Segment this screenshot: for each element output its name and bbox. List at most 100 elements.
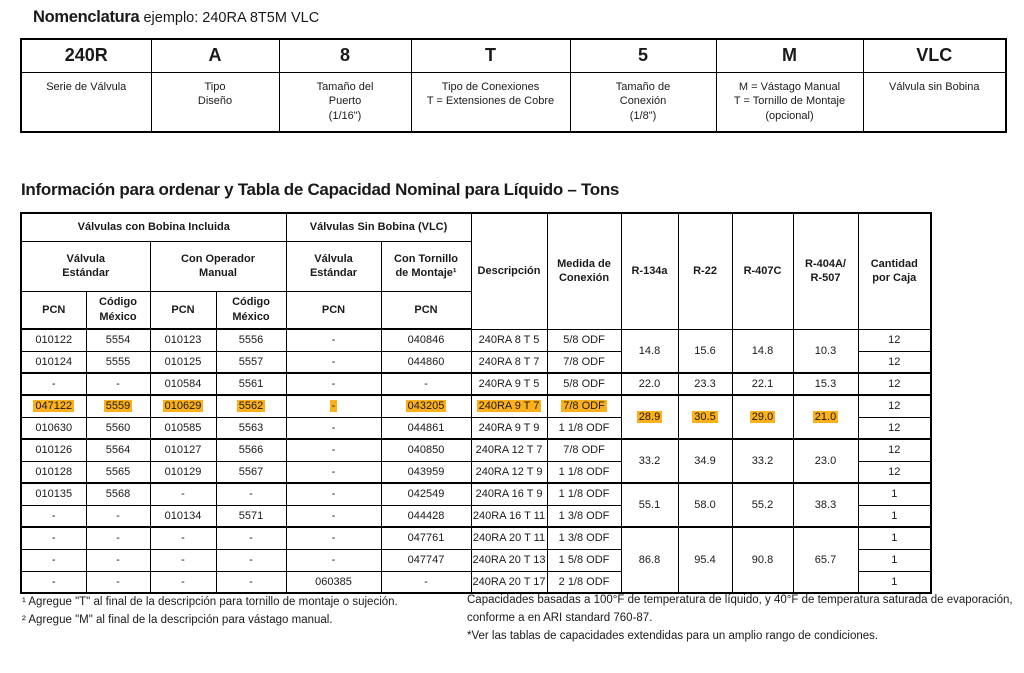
col-medida: 1 5/8 ODF: [546, 548, 622, 572]
highlighted-value: 240RA 9 T 7: [476, 400, 542, 413]
col-pcn-vlc: -: [285, 460, 382, 484]
col-cantidad: 1: [857, 570, 932, 594]
code-vastago: M: [715, 38, 864, 73]
col-codigo-std: -: [85, 526, 151, 550]
highlighted-value: 21.0: [812, 411, 839, 423]
col-r22: 15.6: [677, 328, 733, 374]
col-header-r407c: R-407C: [731, 212, 794, 330]
col-pcn-std: 047122: [20, 394, 87, 418]
desc-tipo: Tipo Diseño: [150, 71, 280, 133]
col-header-pcn-tornillo: PCN: [380, 290, 472, 330]
col-pcn-vlc: -: [285, 482, 382, 506]
col-cantidad: 12: [857, 394, 932, 418]
col-cantidad: 1: [857, 526, 932, 550]
footnote-1: ¹ Agregue "T" al final de la descripción…: [22, 596, 398, 608]
col-descripcion: 240RA 9 T 7: [470, 394, 548, 418]
col-pcn-tornillo: -: [380, 372, 472, 396]
table-row: - - - - - 047761 240RA 20 T 11 1 3/8 ODF…: [20, 526, 932, 594]
col-pcn-man: 010629: [149, 394, 217, 418]
highlighted-value: 5559: [103, 400, 133, 413]
col-pcn-vlc: -: [285, 438, 382, 462]
col-r404a: 38.3: [792, 482, 859, 528]
col-pcn-man: -: [149, 570, 217, 594]
col-pcn-man: 010585: [149, 416, 217, 440]
col-descripcion: 240RA 12 T 9: [470, 460, 548, 484]
table-row: 010630 5560 010585 5563 - 044861 240RA 9…: [20, 416, 932, 440]
col-header-medida: Medida de Conexión: [546, 212, 622, 330]
col-pcn-man: 010129: [149, 460, 217, 484]
col-codigo-std: -: [85, 372, 151, 396]
col-header-r22: R-22: [677, 212, 733, 330]
desc-conexiones: Tipo de Conexiones T = Extensiones de Co…: [410, 71, 571, 133]
table-row: 010124 5555 010125 5557 - 044860 240RA 8…: [20, 350, 932, 374]
col-codigo-std: 5554: [85, 328, 151, 352]
col-medida: 1 1/8 ODF: [546, 482, 622, 506]
code-puerto: 8: [278, 38, 412, 73]
col-cantidad: 12: [857, 350, 932, 374]
highlighted-value: 043205: [405, 400, 447, 413]
col-descripcion: 240RA 9 T 5: [470, 372, 548, 396]
subhead-con-operador: Con Operador Manual: [149, 240, 287, 292]
col-codigo-std: 5564: [85, 438, 151, 462]
col-descripcion: 240RA 12 T 7: [470, 438, 548, 462]
col-pcn-tornillo: 042549: [380, 482, 472, 506]
col-pcn-man: 010134: [149, 504, 217, 528]
col-medida: 7/8 ODF: [546, 350, 622, 374]
col-descripcion: 240RA 20 T 11: [470, 526, 548, 550]
col-r134a: 14.8: [620, 328, 679, 374]
col-codigo-std: 5555: [85, 350, 151, 374]
col-codigo-std: 5560: [85, 416, 151, 440]
col-medida: 1 1/8 ODF: [546, 416, 622, 440]
footnotes-right: Capacidades basadas a 100°F de temperatu…: [467, 592, 1015, 645]
col-r404a: 10.3: [792, 328, 859, 374]
col-r407c: 22.1: [731, 372, 794, 396]
col-pcn-std: 010128: [20, 460, 87, 484]
col-codigo-man: 5571: [215, 504, 287, 528]
group-sin-bobina: Válvulas Sin Bobina (VLC): [285, 212, 472, 242]
col-pcn-tornillo: 040846: [380, 328, 472, 352]
col-codigo-man: 5567: [215, 460, 287, 484]
highlighted-value: 5562: [236, 400, 266, 413]
col-codigo-man: 5561: [215, 372, 287, 396]
col-pcn-tornillo: 043959: [380, 460, 472, 484]
col-descripcion: 240RA 9 T 9: [470, 416, 548, 440]
col-pcn-man: -: [149, 548, 217, 572]
col-pcn-std: -: [20, 526, 87, 550]
col-pcn-vlc: -: [285, 350, 382, 374]
col-pcn-std: 010135: [20, 482, 87, 506]
col-r407c: 29.0: [731, 394, 794, 440]
col-header-r134a: R-134a: [620, 212, 679, 330]
col-header-codigo-man: Código México: [215, 290, 287, 330]
col-r22: 23.3: [677, 372, 733, 396]
ordering-heading: Información para ordenar y Tabla de Capa…: [21, 180, 620, 199]
col-codigo-man: -: [215, 526, 287, 550]
col-descripcion: 240RA 16 T 9: [470, 482, 548, 506]
col-pcn-std: -: [20, 372, 87, 396]
col-cantidad: 12: [857, 460, 932, 484]
col-r22: 30.5: [677, 394, 733, 440]
col-pcn-vlc: -: [285, 504, 382, 528]
col-medida: 5/8 ODF: [546, 372, 622, 396]
col-medida: 1 3/8 ODF: [546, 526, 622, 550]
col-pcn-std: -: [20, 504, 87, 528]
col-pcn-man: 010584: [149, 372, 217, 396]
code-conexion: 5: [569, 38, 717, 73]
col-codigo-man: 5562: [215, 394, 287, 418]
col-codigo-std: 5568: [85, 482, 151, 506]
table-row: 010128 5565 010129 5567 - 043959 240RA 1…: [20, 460, 932, 484]
highlighted-value: 047122: [33, 400, 75, 413]
nomenclatura-desc-row: Serie de Válvula Tipo Diseño Tamaño del …: [20, 71, 1007, 133]
col-codigo-std: 5565: [85, 460, 151, 484]
highlighted-value: 7/8 ODF: [561, 400, 607, 413]
table-row: 010122 5554 010123 5556 - 040846 240RA 8…: [20, 328, 932, 374]
subhead-valvula-estandar-vlc: Válvula Estándar: [285, 240, 382, 292]
col-r404a: 23.0: [792, 438, 859, 484]
highlighted-value: 29.0: [749, 411, 776, 423]
col-codigo-std: -: [85, 570, 151, 594]
code-serie: 240R: [20, 38, 152, 73]
col-r404a: 21.0: [792, 394, 859, 440]
col-header-pcn-man: PCN: [149, 290, 217, 330]
col-pcn-std: -: [20, 548, 87, 572]
col-r407c: 55.2: [731, 482, 794, 528]
col-header-r404a: R-404A/ R-507: [792, 212, 859, 330]
